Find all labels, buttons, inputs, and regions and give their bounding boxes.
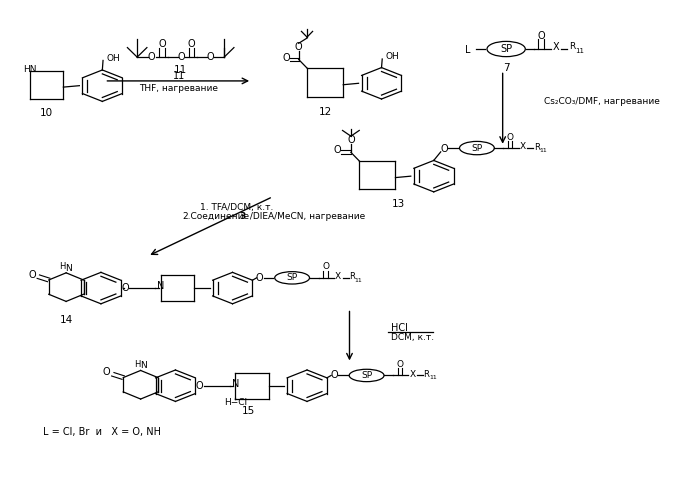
Text: O: O [440, 144, 448, 154]
Text: O: O [28, 270, 36, 280]
Text: Cs₂CO₃/DMF, нагревание: Cs₂CO₃/DMF, нагревание [545, 97, 661, 106]
Text: N: N [157, 281, 164, 291]
Text: X: X [553, 42, 560, 52]
Text: X: X [520, 142, 526, 151]
Text: R: R [349, 273, 355, 281]
Text: 15: 15 [242, 406, 255, 416]
Text: O: O [159, 39, 166, 49]
Text: O: O [322, 262, 329, 272]
Text: 1. TFA/DCM, к.т.: 1. TFA/DCM, к.т. [200, 203, 273, 212]
Text: O: O [507, 133, 514, 142]
Text: O: O [178, 52, 185, 62]
Text: 10: 10 [40, 108, 53, 118]
Text: SP: SP [361, 371, 372, 380]
Text: 11: 11 [173, 66, 187, 75]
Text: O: O [187, 39, 195, 49]
Text: H−Cl: H−Cl [224, 398, 247, 407]
Text: H: H [134, 360, 140, 369]
Text: 11: 11 [429, 376, 437, 380]
Text: 13: 13 [391, 199, 405, 209]
Text: O: O [206, 52, 214, 62]
Text: 11: 11 [173, 71, 185, 81]
Text: SP: SP [287, 274, 298, 282]
Text: R: R [534, 143, 540, 152]
Text: /DIEA/MeCN, нагревание: /DIEA/MeCN, нагревание [247, 212, 366, 221]
Text: R: R [424, 370, 429, 379]
Text: 12: 12 [319, 107, 332, 117]
Text: 11: 11 [354, 278, 362, 283]
Text: O: O [537, 31, 545, 41]
Text: N: N [231, 379, 239, 389]
Text: X: X [410, 369, 416, 378]
Text: O: O [396, 360, 403, 369]
Text: OH: OH [386, 52, 400, 61]
Text: O: O [330, 370, 338, 380]
Text: O: O [122, 283, 129, 293]
Text: SP: SP [471, 144, 482, 153]
Text: 11: 11 [575, 48, 584, 54]
Text: 3: 3 [240, 212, 246, 221]
Text: O: O [347, 135, 354, 145]
Text: OH: OH [107, 54, 120, 63]
Text: HN: HN [23, 65, 36, 74]
Text: SP: SP [500, 44, 512, 54]
Text: N: N [66, 263, 72, 273]
Text: 7: 7 [503, 63, 510, 73]
Text: DCM, к.т.: DCM, к.т. [391, 332, 434, 342]
Text: L = Cl, Br  и   X = O, NH: L = Cl, Br и X = O, NH [43, 427, 161, 437]
Text: HCl: HCl [391, 322, 408, 332]
Text: L: L [465, 45, 470, 55]
Text: O: O [148, 52, 156, 62]
Text: O: O [103, 367, 110, 377]
Text: R: R [569, 42, 575, 51]
Text: O: O [295, 42, 303, 52]
Text: N: N [140, 361, 147, 370]
Text: X: X [335, 272, 341, 281]
Text: O: O [282, 53, 290, 63]
Text: 11: 11 [539, 148, 547, 153]
Text: O: O [333, 146, 341, 156]
Text: 2.Соединение: 2.Соединение [182, 212, 250, 221]
Text: 14: 14 [59, 315, 73, 324]
Text: O: O [196, 381, 203, 391]
Text: O: O [256, 273, 264, 283]
Text: THF, нагревание: THF, нагревание [139, 84, 218, 93]
Text: H: H [59, 262, 66, 271]
